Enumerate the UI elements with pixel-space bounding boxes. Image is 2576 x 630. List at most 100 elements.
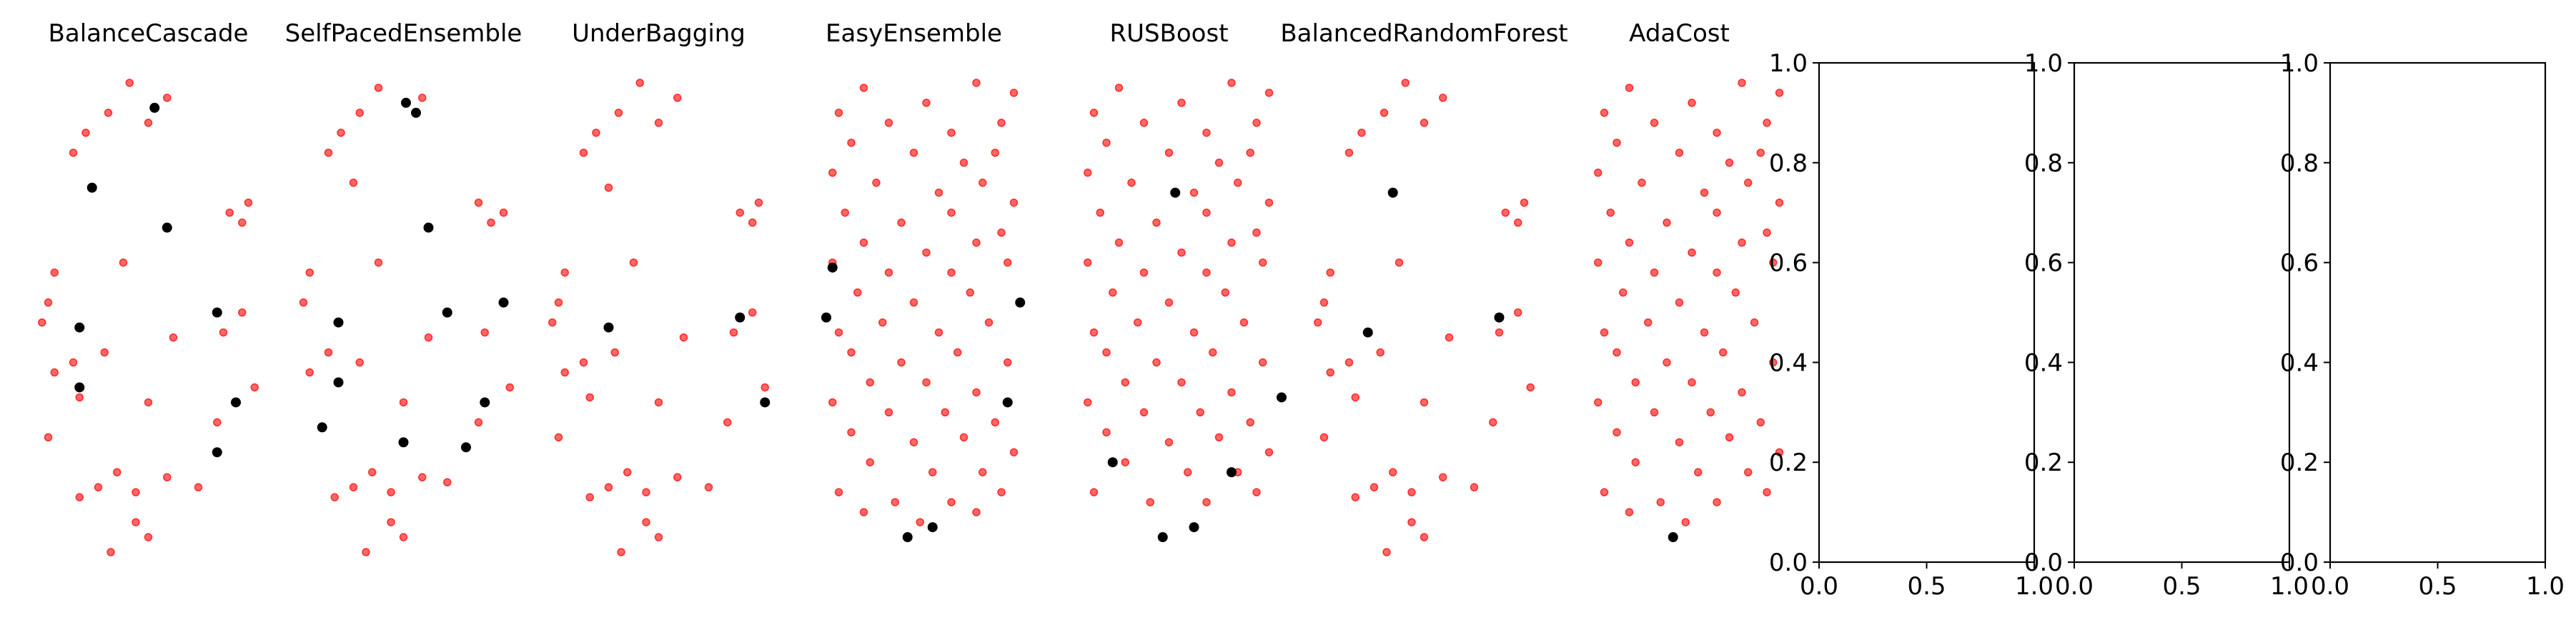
minority-point bbox=[1084, 258, 1092, 267]
y-tick-label: 0.0 bbox=[2280, 549, 2319, 577]
majority-point bbox=[1227, 467, 1237, 478]
minority-point bbox=[1177, 99, 1186, 107]
minority-point bbox=[673, 473, 682, 481]
minority-point bbox=[1713, 208, 1721, 217]
minority-point bbox=[1625, 508, 1634, 516]
minority-point bbox=[841, 208, 849, 217]
minority-point bbox=[560, 268, 569, 277]
minority-point bbox=[1139, 408, 1149, 417]
minority-point bbox=[966, 288, 974, 297]
axes-frame bbox=[1818, 61, 2036, 564]
minority-point bbox=[1688, 378, 1696, 387]
minority-point bbox=[897, 218, 906, 227]
minority-point bbox=[1594, 398, 1602, 407]
minority-point bbox=[1763, 119, 1771, 127]
minority-point bbox=[1775, 89, 1784, 97]
minority-point bbox=[1719, 348, 1728, 357]
minority-point bbox=[1763, 228, 1771, 237]
minority-point bbox=[1613, 139, 1621, 147]
majority-point bbox=[74, 322, 85, 333]
minority-point bbox=[132, 488, 140, 496]
minority-point bbox=[1139, 119, 1149, 127]
minority-point bbox=[44, 433, 53, 441]
y-tick-label: 1.0 bbox=[2280, 49, 2319, 78]
minority-point bbox=[100, 348, 109, 357]
minority-point bbox=[119, 258, 128, 267]
majority-point bbox=[461, 442, 471, 453]
y-tick-label: 0.8 bbox=[2024, 149, 2063, 178]
minority-point bbox=[1369, 483, 1379, 491]
minority-point bbox=[1420, 398, 1429, 407]
majority-point bbox=[212, 447, 222, 458]
x-tick-label: 0.5 bbox=[2162, 572, 2201, 601]
minority-point bbox=[1694, 468, 1703, 476]
majority-point bbox=[1387, 187, 1398, 198]
minority-point bbox=[928, 468, 937, 476]
minority-point bbox=[244, 198, 253, 207]
y-tick-label: 0.0 bbox=[2024, 549, 2063, 577]
minority-point bbox=[585, 393, 594, 402]
minority-point bbox=[1650, 119, 1659, 127]
minority-point bbox=[991, 418, 999, 427]
minority-point bbox=[1688, 248, 1696, 257]
minority-point bbox=[1644, 318, 1653, 327]
y-tick-label: 0.6 bbox=[2024, 249, 2063, 278]
subplot-4: EasyEnsemble bbox=[821, 19, 1026, 543]
minority-point bbox=[1234, 179, 1242, 187]
majority-point bbox=[411, 107, 421, 118]
minority-point bbox=[934, 188, 943, 197]
minority-point bbox=[487, 218, 495, 227]
minority-point bbox=[1663, 218, 1671, 227]
minority-point bbox=[169, 333, 178, 342]
minority-point bbox=[69, 358, 78, 367]
minority-point bbox=[1420, 533, 1429, 541]
minority-point bbox=[1706, 408, 1715, 417]
minority-point bbox=[1663, 358, 1671, 367]
minority-point bbox=[991, 149, 999, 157]
minority-point bbox=[972, 508, 981, 516]
minority-point bbox=[761, 383, 769, 392]
minority-point bbox=[1164, 298, 1174, 307]
minority-point bbox=[250, 383, 259, 392]
majority-point bbox=[498, 297, 509, 308]
majority-point bbox=[1002, 397, 1013, 408]
minority-point bbox=[355, 358, 364, 367]
minority-point bbox=[1184, 468, 1192, 476]
y-tick-label: 0.4 bbox=[2024, 349, 2063, 377]
subplot-title: BalancedRandomForest bbox=[1280, 19, 1567, 48]
minority-point bbox=[585, 493, 594, 501]
majority-point bbox=[1494, 312, 1505, 323]
majority-point bbox=[333, 317, 344, 328]
minority-point bbox=[579, 358, 588, 367]
minority-point bbox=[1656, 498, 1665, 506]
minority-point bbox=[1769, 358, 1778, 367]
minority-point bbox=[1089, 109, 1099, 117]
minority-point bbox=[1775, 198, 1784, 207]
minority-point bbox=[729, 328, 738, 337]
majority-point bbox=[1015, 297, 1026, 308]
minority-point bbox=[834, 328, 843, 337]
minority-point bbox=[81, 129, 90, 137]
majority-point bbox=[1157, 532, 1168, 543]
x-tick-label: 0.0 bbox=[1800, 572, 1838, 601]
subplot-9: 0.0 0.5 1.0 0.0 0.2 0.4 0.6 0.8 1.0 bbox=[2024, 49, 2309, 601]
minority-point bbox=[1189, 328, 1199, 337]
minority-point bbox=[1495, 328, 1504, 337]
majority-point bbox=[333, 377, 344, 388]
subplot-10: 0.0 0.5 1.0 0.0 0.2 0.4 0.6 0.8 1.0 bbox=[2280, 49, 2565, 601]
minority-point bbox=[1177, 248, 1186, 257]
minority-point bbox=[1127, 179, 1136, 187]
minority-point bbox=[305, 368, 314, 377]
minority-point bbox=[909, 438, 918, 446]
minority-point bbox=[75, 493, 84, 501]
minority-point bbox=[560, 368, 569, 377]
minority-point bbox=[1725, 159, 1734, 167]
minority-point bbox=[1189, 188, 1199, 197]
majority-point bbox=[735, 312, 745, 323]
minority-point bbox=[723, 418, 732, 427]
minority-point bbox=[1351, 393, 1359, 402]
minority-point bbox=[834, 109, 843, 117]
minority-point bbox=[847, 139, 856, 147]
minority-point bbox=[94, 483, 103, 491]
minority-point bbox=[1326, 368, 1334, 377]
